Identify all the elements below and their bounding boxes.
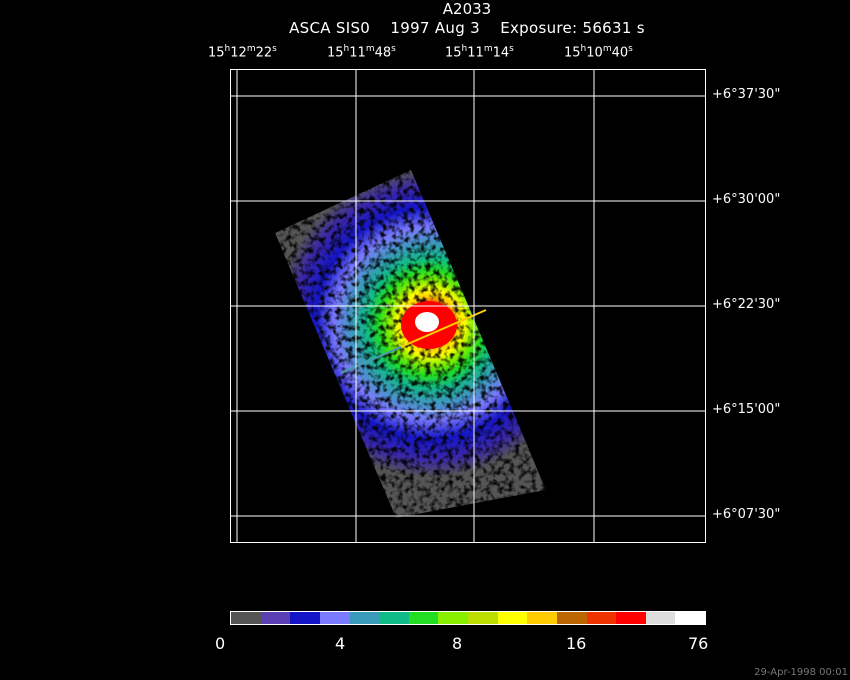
colorbar [230, 611, 706, 625]
dec-label-1: +6°37'30" [712, 87, 781, 102]
footer-date: 29-Apr-1998 00:01 [754, 667, 848, 678]
colorbar-swatch-9 [468, 612, 498, 624]
ccd-gap-streak-faint [340, 346, 402, 374]
coordinate-grid [231, 70, 705, 542]
ra-label-2: 15h11m48s [327, 44, 396, 61]
colorbar-swatch-16 [675, 612, 705, 624]
colorbar-swatch-14 [616, 612, 646, 624]
colorbar-swatch-11 [527, 612, 557, 624]
colorbar-swatch-5 [349, 612, 380, 624]
colorbar-label-4: 4 [335, 634, 346, 653]
colorbar-label-min: 0 [215, 634, 226, 653]
colorbar-swatch-1 [231, 612, 261, 624]
xray-image-panel [230, 69, 706, 543]
image-title: A2033 [442, 0, 492, 18]
colorbar-swatch-13 [586, 612, 617, 624]
colorbar-swatch-15 [645, 612, 676, 624]
colorbar-label-16: 16 [566, 634, 587, 653]
dec-label-5: +6°07'30" [712, 507, 781, 522]
dec-label-3: +6°22'30" [712, 297, 781, 312]
dec-label-2: +6°30'00" [712, 192, 781, 207]
ra-label-1: 15h12m22s [208, 44, 277, 61]
colorbar-swatch-10 [497, 612, 528, 624]
dec-label-4: +6°15'00" [712, 402, 781, 417]
observation-date: 1997 Aug 3 [390, 19, 480, 37]
colorbar-swatch-12 [556, 612, 587, 624]
colorbar-swatch-2 [260, 612, 291, 624]
colorbar-label-max: 76 [688, 634, 709, 653]
colorbar-label-8: 8 [452, 634, 463, 653]
xray-image [231, 70, 705, 542]
image-subtitle: ASCA SIS0 1997 Aug 3 Exposure: 56631 s [0, 19, 850, 37]
colorbar-swatch-3 [290, 612, 320, 624]
exposure-label: Exposure: 56631 s [500, 19, 645, 37]
instrument-label: ASCA SIS0 [289, 19, 371, 37]
colorbar-swatch-4 [319, 612, 350, 624]
colorbar-swatch-7 [408, 612, 439, 624]
ra-label-4: 15h10m40s [564, 44, 633, 61]
colorbar-swatch-8 [438, 612, 468, 624]
colorbar-swatch-6 [379, 612, 409, 624]
ra-label-3: 15h11m14s [445, 44, 514, 61]
